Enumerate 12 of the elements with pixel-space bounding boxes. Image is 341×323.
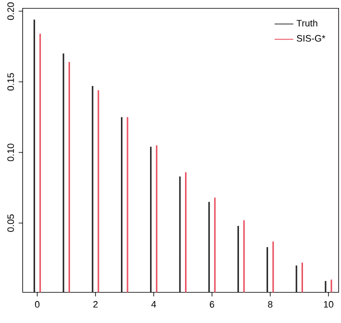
y-tick-label: 0.05 [7,214,14,232]
x-tick-label: 10 [324,301,334,308]
x-tick-label: 2 [93,301,98,308]
x-tick-label: 6 [210,301,214,308]
y-tick-label: 0.10 [7,144,14,162]
y-tick-label: 0.15 [7,73,14,91]
legend-label: SIS-G* [296,35,326,42]
y-tick-label: 0.20 [7,2,14,20]
x-tick-label: 0 [34,301,40,308]
x-tick-label: 8 [268,301,272,308]
legend-label: Truth [296,20,318,26]
x-tick-label: 4 [151,301,156,308]
